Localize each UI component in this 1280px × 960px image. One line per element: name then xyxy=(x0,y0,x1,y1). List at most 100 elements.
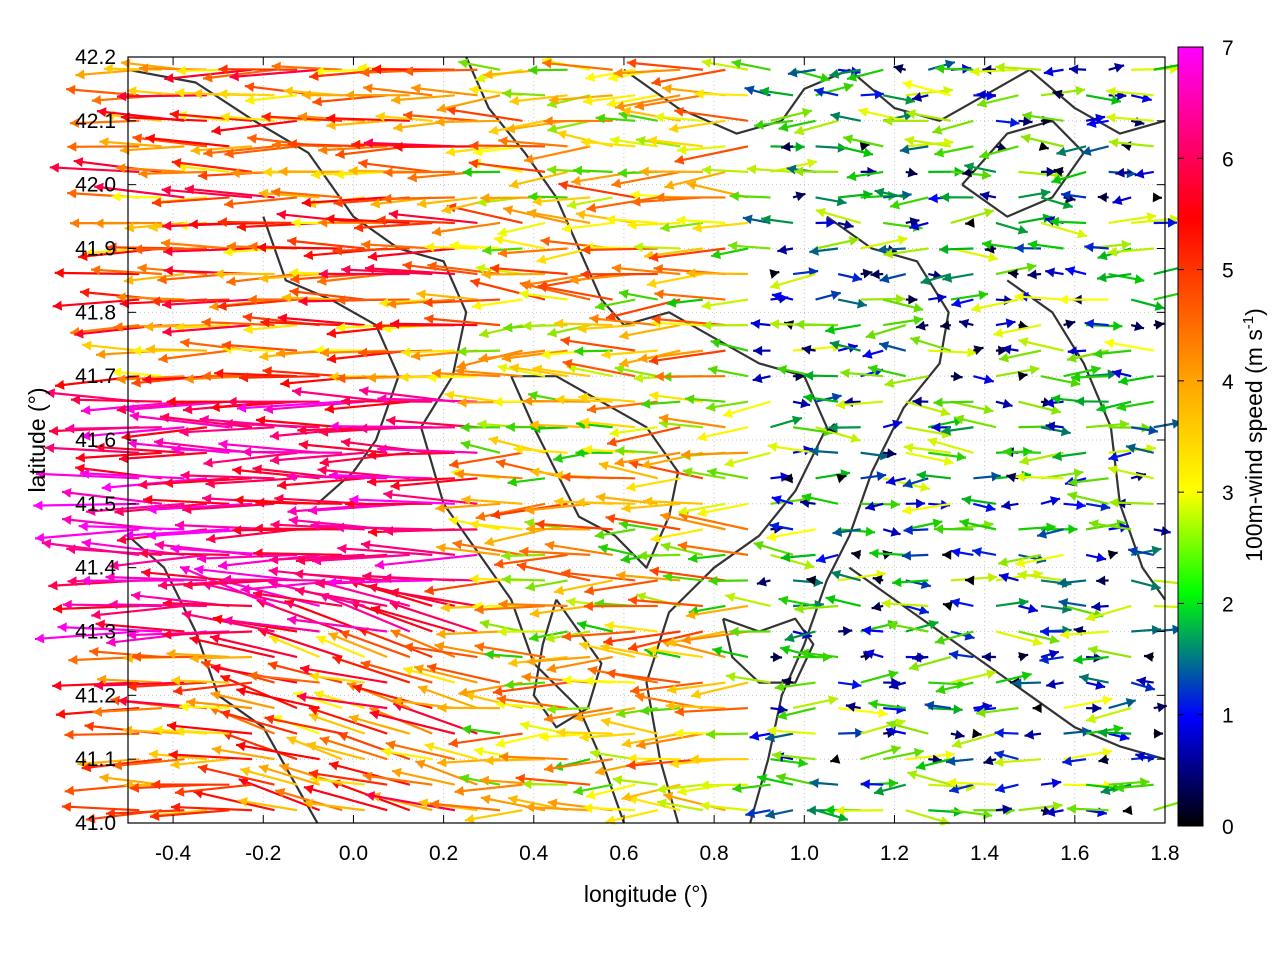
wind-vector xyxy=(589,317,658,327)
wind-vector-head xyxy=(528,191,538,202)
wind-vector xyxy=(358,426,455,430)
wind-vector xyxy=(349,579,433,608)
wind-vector-head xyxy=(360,539,371,550)
wind-vector-head xyxy=(458,58,469,69)
wind-vector-head xyxy=(862,349,873,359)
wind-vector-head xyxy=(660,541,671,552)
wind-vector-head xyxy=(999,572,1010,583)
wind-vector-head xyxy=(832,527,843,537)
wind-vector-head xyxy=(248,241,258,252)
wind-vector-head xyxy=(334,169,344,180)
wind-vector-head xyxy=(440,602,450,613)
wind-vector xyxy=(256,246,343,250)
wind-vector-head xyxy=(942,549,952,560)
wind-vector-head xyxy=(107,242,117,253)
wind-vector-head xyxy=(287,506,297,517)
wind-vector-head xyxy=(268,566,279,577)
wind-vector-head xyxy=(1018,597,1029,608)
wind-vector-head xyxy=(803,393,813,403)
wind-vector-head xyxy=(1154,301,1165,311)
wind-vector-head xyxy=(522,779,532,790)
wind-vector xyxy=(237,799,298,812)
wind-vector-head xyxy=(238,372,249,383)
wind-vector-head xyxy=(81,538,92,549)
wind-vector-head xyxy=(501,550,511,561)
wind-vector-head xyxy=(364,263,375,274)
wind-vector-head xyxy=(554,585,565,596)
wind-vector-head xyxy=(634,100,645,111)
wind-vector xyxy=(561,630,636,639)
wind-vector-head xyxy=(332,655,343,665)
wind-vector xyxy=(383,528,478,533)
wind-vector-head xyxy=(608,72,619,83)
wind-vector xyxy=(95,445,185,454)
wind-vector-head xyxy=(532,196,542,207)
wind-vector-head xyxy=(339,629,350,640)
wind-vector xyxy=(364,267,455,276)
wind-vector-head xyxy=(907,167,918,178)
wind-vector-head xyxy=(259,351,269,362)
wind-vector-head xyxy=(983,404,994,415)
wind-vector-head xyxy=(352,683,363,694)
wind-vector-head xyxy=(131,651,141,662)
colorbar-tick-label: 0 xyxy=(1222,816,1234,839)
wind-vector-head xyxy=(1049,216,1060,227)
wind-vector-head xyxy=(153,437,164,448)
wind-vector-head xyxy=(436,543,446,553)
wind-vector-head xyxy=(484,755,494,766)
wind-vector xyxy=(634,94,704,109)
wind-vector xyxy=(203,451,298,465)
wind-vector xyxy=(337,732,411,761)
wind-vector xyxy=(411,86,478,97)
wind-vector xyxy=(172,681,253,693)
wind-vector-head xyxy=(1027,239,1038,250)
wind-vector-head xyxy=(1073,654,1083,665)
wind-vector-head xyxy=(176,65,186,76)
wind-vector xyxy=(121,426,208,439)
wind-vector-head xyxy=(769,319,780,330)
colorbar-tick-label: 5 xyxy=(1222,260,1234,283)
wind-vector-head xyxy=(230,167,240,178)
wind-vector-head xyxy=(874,785,885,796)
wind-vector-head xyxy=(411,83,421,94)
wind-vector-head xyxy=(1091,601,1101,612)
wind-vector-head xyxy=(390,480,400,491)
wind-vector-head xyxy=(416,289,426,300)
wind-vector-head xyxy=(595,113,605,124)
wind-vector-head xyxy=(220,112,230,123)
wind-vector-head xyxy=(601,349,611,360)
wind-vector xyxy=(367,451,455,457)
wind-vector-head xyxy=(499,751,509,762)
wind-vector-head xyxy=(587,665,598,676)
wind-vector-head xyxy=(316,635,327,645)
wind-vector xyxy=(170,679,230,684)
wind-vector-head xyxy=(436,103,447,113)
wind-vector-head xyxy=(647,645,658,656)
wind-vector-head xyxy=(454,469,465,480)
wind-vector-head xyxy=(1150,580,1161,591)
wind-vector-head xyxy=(287,139,297,150)
wind-vector-head xyxy=(1125,697,1136,708)
wind-vector-head xyxy=(349,714,360,724)
wind-vector-head xyxy=(1125,443,1136,454)
wind-vector-head xyxy=(664,180,675,190)
wind-vector-head xyxy=(967,347,977,358)
wind-vector-head xyxy=(843,82,854,93)
wind-vector xyxy=(218,68,298,71)
wind-vector-head xyxy=(270,519,280,530)
wind-vector-head xyxy=(176,162,187,173)
wind-vector xyxy=(424,317,501,327)
wind-vector xyxy=(309,68,388,78)
wind-vector-head xyxy=(85,813,96,824)
wind-vector-head xyxy=(81,430,91,441)
wind-vector-head xyxy=(515,773,526,784)
wind-vector-head xyxy=(495,738,506,749)
wind-vector-head xyxy=(526,656,536,667)
wind-vector-head xyxy=(110,695,120,706)
wind-vector-head xyxy=(702,320,712,331)
wind-vector-head xyxy=(1079,673,1090,684)
wind-vector-head xyxy=(180,470,190,481)
wind-vector-head xyxy=(765,732,776,743)
wind-vector-head xyxy=(1040,188,1051,199)
wind-vector xyxy=(389,590,478,608)
